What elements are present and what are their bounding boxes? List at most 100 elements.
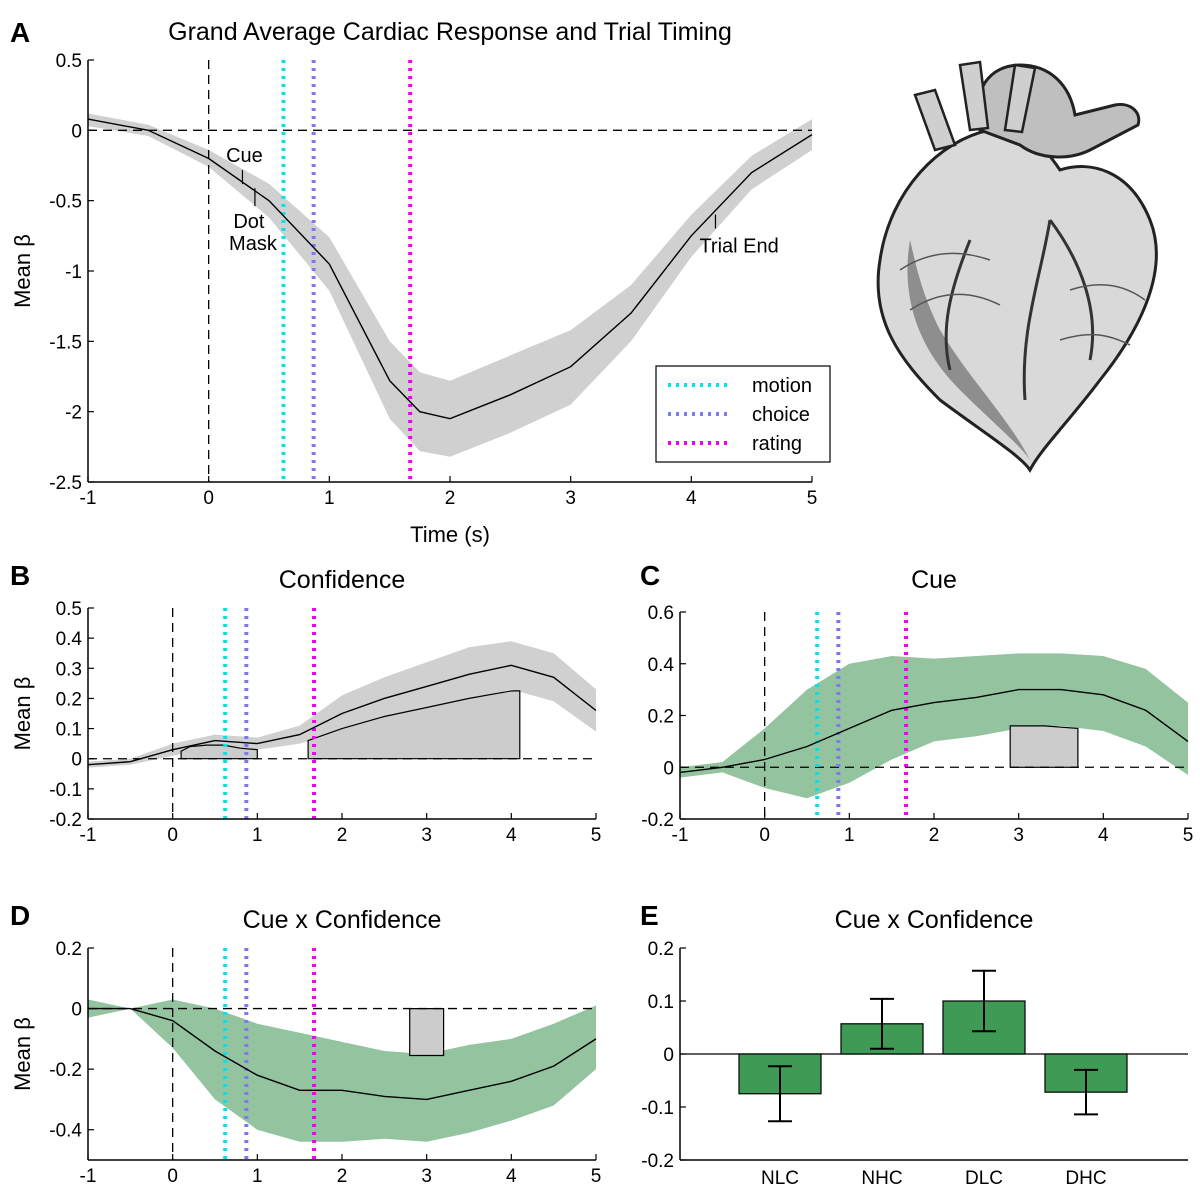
vessel-mid xyxy=(958,60,990,132)
y-axis-label: Mean β xyxy=(10,677,35,751)
panel-letter: C xyxy=(640,560,660,591)
y-axis-label: Mean β xyxy=(10,234,35,308)
y-tick-label: 0.2 xyxy=(648,707,674,728)
y-tick-label: 0.2 xyxy=(56,939,82,960)
chart-title: Grand Average Cardiac Response and Trial… xyxy=(168,18,732,46)
chart-title: Cue x Confidence xyxy=(243,906,442,934)
y-tick-label: 0.3 xyxy=(56,659,82,680)
annotation-cue: Cue xyxy=(226,145,263,167)
x-tick-label: 2 xyxy=(929,825,940,846)
x-tick-label: 4 xyxy=(1098,825,1109,846)
y-tick-label: -2 xyxy=(65,403,82,424)
x-tick-label: 4 xyxy=(686,488,697,509)
heart-body xyxy=(876,127,1158,473)
error-band xyxy=(680,653,1188,799)
x-tick-label: -1 xyxy=(80,825,97,846)
y-tick-label: -0.4 xyxy=(49,1121,82,1142)
chart-title: Cue xyxy=(911,566,957,594)
category-label: NHC xyxy=(861,1168,902,1189)
x-tick-label: 2 xyxy=(337,825,348,846)
chart-title: Confidence xyxy=(279,566,405,594)
heart-contour-lines xyxy=(899,252,1146,346)
x-tick-label: 1 xyxy=(844,825,855,846)
legend-label-choice: choice xyxy=(752,404,810,426)
x-tick-label: -1 xyxy=(672,825,689,846)
x-tick-label: 0 xyxy=(759,825,770,846)
legend-label-rating: rating xyxy=(752,433,802,455)
y-tick-label: -0.1 xyxy=(49,780,82,801)
y-axis-label: Mean β xyxy=(10,1017,35,1091)
annotation-trial-end: Trial End xyxy=(699,236,778,258)
significance-region xyxy=(409,1008,445,1057)
x-axis-label: Time (s) xyxy=(410,522,490,547)
x-tick-label: -1 xyxy=(80,488,97,509)
y-tick-label: 0 xyxy=(663,1045,674,1066)
heart-shading xyxy=(907,240,1030,460)
x-tick-label: 2 xyxy=(337,1166,348,1187)
x-tick-label: -1 xyxy=(80,1166,97,1187)
y-tick-label: 0.1 xyxy=(648,992,674,1013)
x-tick-label: 0 xyxy=(203,488,214,509)
x-tick-label: 5 xyxy=(591,1166,602,1187)
x-tick-label: 3 xyxy=(1013,825,1024,846)
panel-letter: B xyxy=(10,560,30,591)
x-tick-label: 4 xyxy=(506,825,517,846)
chart-title: Cue x Confidence xyxy=(835,906,1034,934)
y-tick-label: 0.4 xyxy=(56,629,83,650)
panel-e: NLC NHC DLC DHC 0.2 0.1 0 -0.1 -0.2 Cue x Confide… xyxy=(640,900,1188,1189)
mean-line xyxy=(679,688,1189,774)
vessel-left xyxy=(913,88,957,152)
x-tick-label: 4 xyxy=(506,1166,517,1187)
x-tick-label: 5 xyxy=(591,825,602,846)
x-tick-label: 5 xyxy=(1183,825,1194,846)
y-tick-label: 0.2 xyxy=(56,689,82,710)
category-label: DLC xyxy=(965,1168,1003,1189)
significance-region xyxy=(1009,725,1079,768)
category-label: DHC xyxy=(1065,1168,1106,1189)
x-tick-label: 5 xyxy=(807,488,818,509)
panel-c: -1 0 1 2 3 4 5 0.6 0.4 0.2 0 -0.2 Cue C xyxy=(640,560,1193,846)
plot-layer: -1 0 1 2 3 4 5 0.5 0 -0.5 -1 -1.5 -2 -2.5 Grand Averag… xyxy=(10,17,1193,1189)
y-tick-label: -0.2 xyxy=(49,810,82,831)
x-tick-label: 3 xyxy=(421,825,432,846)
y-tick-label: -0.5 xyxy=(49,192,82,213)
x-tick-label: 3 xyxy=(421,1166,432,1187)
panel-d: -1 0 1 2 3 4 5 0.2 0 -0.2 -0.4 Cue x Confidence D Mea… xyxy=(10,900,601,1187)
x-tick-label: 1 xyxy=(324,488,335,509)
y-tick-label: 0.1 xyxy=(56,720,82,741)
annotation-dot: Dot xyxy=(233,211,265,233)
heart-illustration xyxy=(876,60,1158,473)
x-tick-label: 2 xyxy=(445,488,456,509)
y-tick-label: 0.2 xyxy=(648,939,674,960)
mean-line xyxy=(87,664,597,766)
y-tick-label: -2.5 xyxy=(49,473,82,494)
x-tick-label: 1 xyxy=(252,1166,263,1187)
y-tick-label: 0 xyxy=(71,121,82,142)
y-tick-label: 0.4 xyxy=(648,655,675,676)
error-band xyxy=(88,641,596,768)
panel-letter: D xyxy=(10,900,30,931)
y-tick-label: -1.5 xyxy=(49,332,82,353)
panel-b: -1 0 1 2 3 4 5 0.5 0.4 0.3 0.2 0.1 0 -0.1 -0.2 Confiden… xyxy=(10,560,601,846)
y-tick-label: 0.5 xyxy=(56,51,82,72)
annotation-mask: Mask xyxy=(229,233,278,255)
category-label: NLC xyxy=(761,1168,799,1189)
error-band xyxy=(88,999,596,1142)
y-tick-label: 0.5 xyxy=(56,599,82,620)
x-tick-label: 1 xyxy=(252,825,263,846)
panel-letter: A xyxy=(10,17,30,48)
error-band xyxy=(88,113,812,457)
x-tick-label: 0 xyxy=(167,825,178,846)
y-tick-label: -1 xyxy=(65,262,82,283)
y-tick-label: 0 xyxy=(663,758,674,779)
panel-letter: E xyxy=(640,900,659,931)
y-tick-label: -0.2 xyxy=(641,810,674,831)
mean-line xyxy=(87,118,813,420)
mean-line xyxy=(88,1007,597,1101)
x-tick-label: 3 xyxy=(565,488,576,509)
panel-a: -1 0 1 2 3 4 5 0.5 0 -0.5 -1 -1.5 -2 -2.5 Grand Averag… xyxy=(10,17,831,547)
y-tick-label: -0.2 xyxy=(641,1151,674,1172)
vessel-right xyxy=(1003,63,1037,134)
x-tick-label: 0 xyxy=(167,1166,178,1187)
